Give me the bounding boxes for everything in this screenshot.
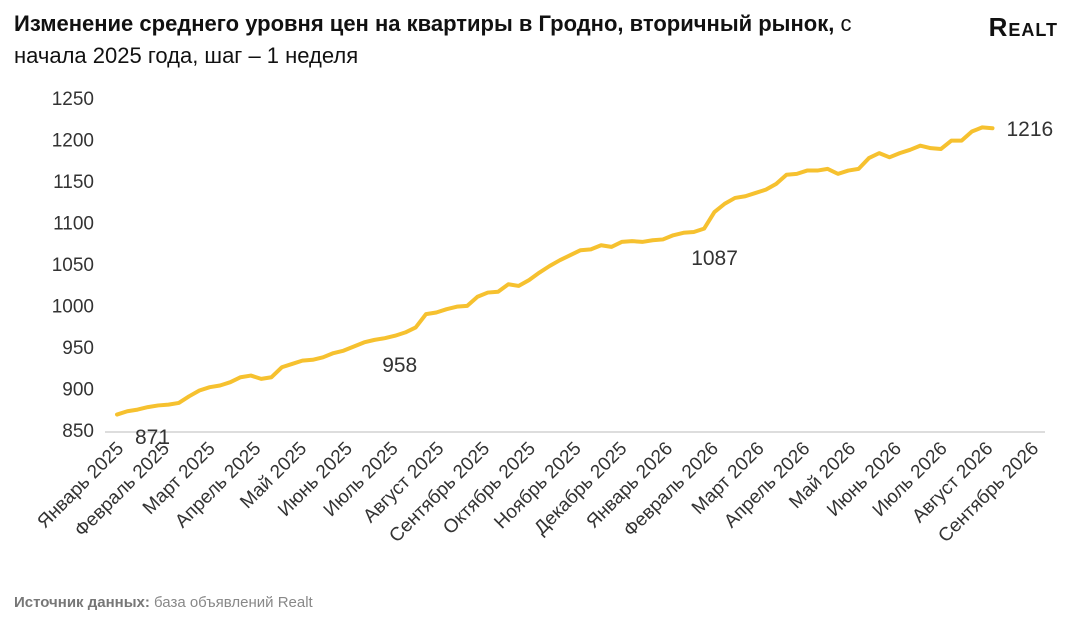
y-tick-label: 1050 — [52, 255, 94, 276]
data-label: 871 — [135, 426, 170, 449]
y-tick-label: 950 — [62, 338, 94, 359]
y-tick-label: 850 — [62, 421, 94, 442]
chart-title: Изменение среднего уровня цен на квартир… — [14, 11, 835, 36]
data-label: 1216 — [1007, 118, 1054, 141]
y-tick-label: 1200 — [52, 131, 94, 152]
y-tick-label: 1150 — [53, 172, 94, 193]
source-text: база объявлений Realt — [154, 594, 313, 611]
chart-subtitle: с начала 2025 года, шаг – 1 неделя — [14, 11, 852, 68]
data-label: 1087 — [691, 247, 738, 270]
y-tick-label: 900 — [62, 380, 94, 401]
line — [115, 125, 995, 417]
source-label: Источник данных: — [14, 594, 150, 611]
logo: Realt — [988, 12, 1058, 42]
y-tick-label: 1250 — [52, 89, 94, 110]
y-tick-label: 1100 — [53, 214, 94, 235]
data-label: 958 — [382, 354, 417, 377]
y-tick-label: 1000 — [52, 297, 94, 318]
source: Источник данных: база объявлений Realt — [14, 594, 313, 611]
header: Изменение среднего уровня цен на квартир… — [14, 8, 914, 72]
